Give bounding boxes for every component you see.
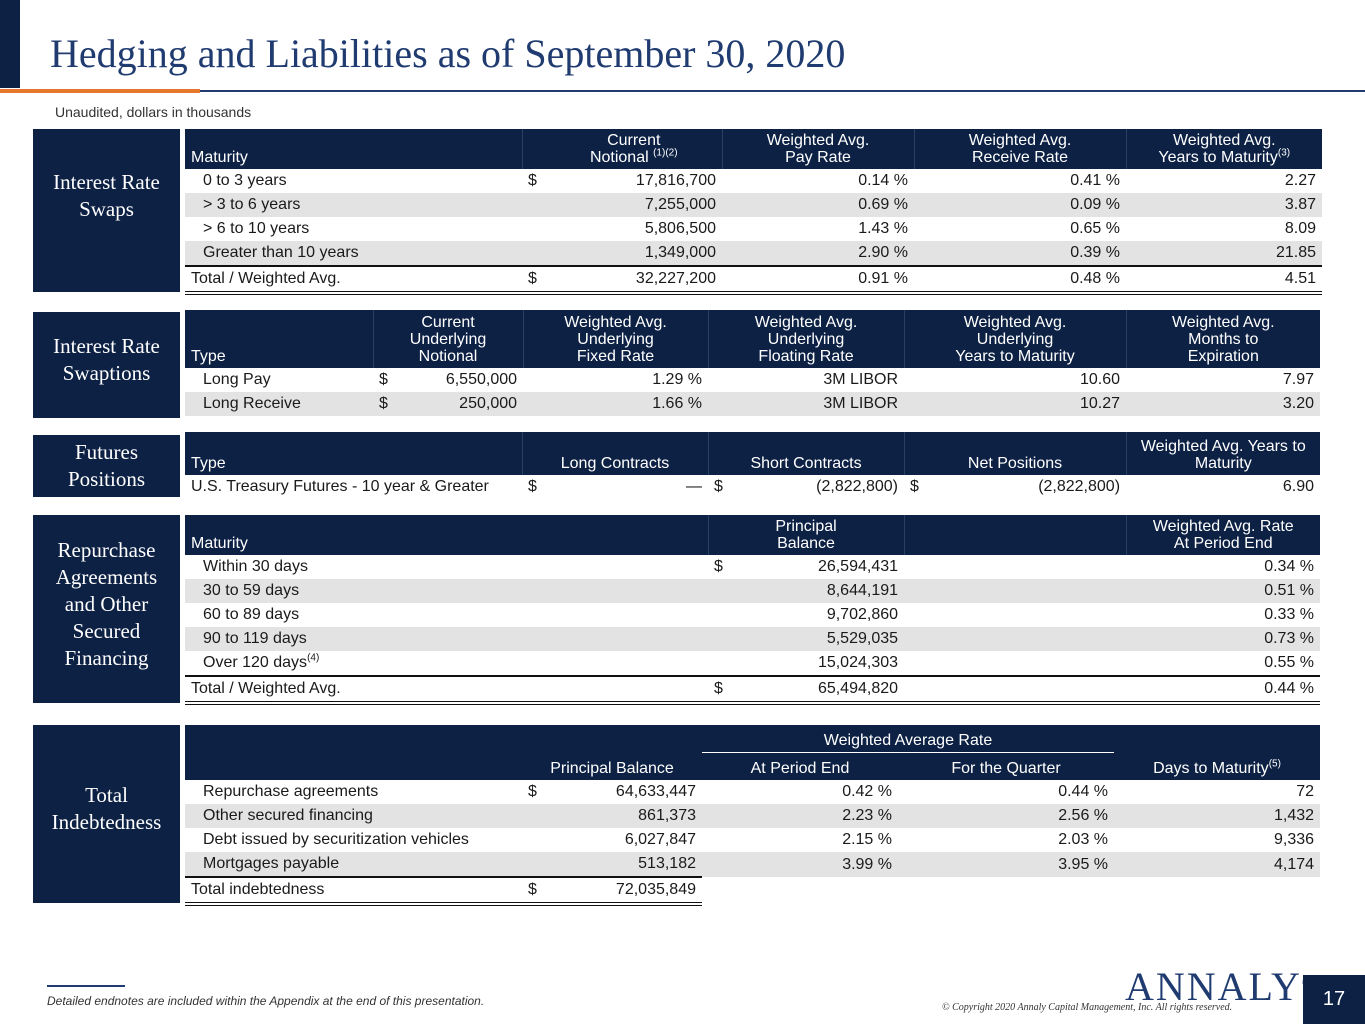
header-years-to-maturity: Weighted Avg. Years to Maturity (1125, 432, 1321, 475)
table-row: Over 120 days(4) 15,024,303 0.55 % (185, 651, 1321, 676)
futures-section-label: Futures Positions (33, 435, 180, 497)
repo-label-line: Repurchase (57, 537, 156, 562)
copyright: © Copyright 2020 Annaly Capital Manageme… (942, 1002, 1233, 1013)
swaps-label-line: Interest Rate (53, 169, 160, 194)
header-weighted-average-rate: Weighted Average Rate (702, 725, 1115, 753)
indebtedness-subheader-row: Principal Balance At Period End For the … (185, 752, 1321, 780)
header-type: Type (185, 432, 522, 475)
header-principal-balance: Principal Balance (522, 752, 702, 780)
futures-header-row: Type Long Contracts Short Contracts Net … (185, 432, 1321, 475)
header-current-notional: Current Notional (1)(2) (546, 129, 722, 169)
header-underlying-notional: Current Underlying Notional (372, 310, 524, 368)
swaptions-header-row: Type Current Underlying Notional Weighted … (185, 310, 1321, 368)
table-row: Debt issued by securitization vehicles 6… (185, 828, 1321, 852)
header-fixed-rate: Weighted Avg. Underlying Fixed Rate (522, 310, 709, 368)
swaptions-label-line: Interest Rate (53, 334, 160, 358)
repo-header-row: Maturity Principal Balance Weighted Avg. … (185, 515, 1321, 555)
repo-label-line: and Other (64, 591, 149, 616)
indebtedness-label-line: Indebtedness (51, 810, 162, 834)
repo-section-label: Repurchase Agreements and Other Secured … (33, 515, 180, 703)
table-row: Other secured financing 861,373 2.23 % 2… (185, 804, 1321, 828)
table-row: 60 to 89 days 9,702,860 0.33 % (185, 603, 1321, 627)
swaptions-label-line: Swaptions (62, 361, 151, 385)
table-row: 0 to 3 years $ 17,816,700 0.14 % 0.41 % … (185, 169, 1322, 193)
page-number: 17 (1303, 975, 1365, 1024)
table-row: U.S. Treasury Futures - 10 year & Greate… (185, 475, 1321, 499)
header-months-to-expiration: Weighted Avg. Months to Expiration (1125, 310, 1321, 368)
futures-label-line: Positions (67, 467, 146, 491)
indebtedness-header-row: Weighted Average Rate (185, 725, 1321, 753)
header-for-the-quarter: For the Quarter (898, 752, 1115, 780)
header-years-to-maturity: Weighted Avg. Years to Maturity(3) (1125, 129, 1322, 169)
page-title: Hedging and Liabilities as of September … (50, 31, 846, 76)
footnote-rule (47, 985, 125, 987)
header-net-positions: Net Positions (903, 432, 1127, 475)
header-receive-rate: Weighted Avg. Receive Rate (913, 129, 1126, 169)
total-row: Total / Weighted Avg. $ 32,227,200 0.91 … (185, 265, 1322, 295)
annaly-logo: ANNALY® (1125, 964, 1309, 1009)
title-rule (200, 90, 1365, 92)
header-floating-rate: Weighted Avg. Underlying Floating Rate (707, 310, 905, 368)
header-maturity: Maturity (185, 129, 522, 169)
header-short-contracts: Short Contracts (707, 432, 905, 475)
swaptions-section-label: Interest Rate Swaptions (33, 312, 180, 418)
swaps-label-line: Swaps (79, 196, 134, 221)
indebtedness-label-line: Total (85, 783, 128, 807)
header-days-to-maturity: Days to Maturity(5) (1114, 752, 1321, 780)
header-at-period-end: At Period End (702, 752, 898, 780)
header-long-contracts: Long Contracts (521, 432, 709, 475)
indebtedness-table: Weighted Average Rate Principal Balance … (185, 725, 1321, 906)
table-row: 30 to 59 days 8,644,191 0.51 % (185, 579, 1321, 603)
table-row: Within 30 days $ 26,594,431 0.34 % (185, 555, 1321, 579)
repo-label-line: Financing (64, 645, 149, 670)
total-row: Total indebtedness $ 72,035,849 (185, 876, 1321, 906)
total-row: Total / Weighted Avg. $ 65,494,820 0.44 … (185, 675, 1321, 705)
repo-table: Maturity Principal Balance Weighted Avg. … (185, 515, 1321, 705)
subtitle: Unaudited, dollars in thousands (55, 104, 252, 120)
header-maturity: Maturity (185, 515, 708, 555)
table-row: Long Pay $ 6,550,000 1.29 % 3M LIBOR 10.… (185, 368, 1321, 392)
table-row: 90 to 119 days 5,529,035 0.73 % (185, 627, 1321, 651)
header-rate-at-period-end: Weighted Avg. Rate At Period End (1125, 515, 1321, 555)
swaptions-table: Type Current Underlying Notional Weighted … (185, 310, 1321, 416)
table-row: Greater than 10 years 1,349,000 2.90 % 0… (185, 241, 1322, 266)
title-accent-bar (0, 0, 20, 88)
table-row: > 3 to 6 years 7,255,000 0.69 % 0.09 % 3… (185, 193, 1322, 217)
header-type: Type (185, 310, 373, 368)
table-row: Mortgages payable 513,182 3.99 % 3.95 % … (185, 852, 1321, 877)
table-row: Repurchase agreements $ 64,633,447 0.42 … (185, 780, 1321, 804)
header-pay-rate: Weighted Avg. Pay Rate (721, 129, 914, 169)
futures-table: Type Long Contracts Short Contracts Net … (185, 432, 1321, 499)
footnote: Detailed endnotes are included within th… (47, 994, 485, 1008)
swaps-section-label: Interest Rate Swaps (33, 129, 180, 292)
repo-label-line: Agreements (55, 564, 158, 589)
indebtedness-section-label: Total Indebtedness (33, 725, 180, 903)
table-row: > 6 to 10 years 5,806,500 1.43 % 0.65 % … (185, 217, 1322, 241)
header-principal-balance: Principal Balance (707, 515, 905, 555)
header-years-to-maturity: Weighted Avg. Underlying Years to Maturity (903, 310, 1127, 368)
table-row: Long Receive $ 250,000 1.66 % 3M LIBOR 1… (185, 392, 1321, 416)
futures-label-line: Futures (75, 440, 138, 464)
repo-label-line: Secured (72, 618, 141, 643)
swaps-table: Maturity Current Notional (1)(2) Weighted… (185, 129, 1322, 295)
swaps-header-row: Maturity Current Notional (1)(2) Weighted… (185, 129, 1322, 169)
title-rule-orange (0, 89, 200, 93)
